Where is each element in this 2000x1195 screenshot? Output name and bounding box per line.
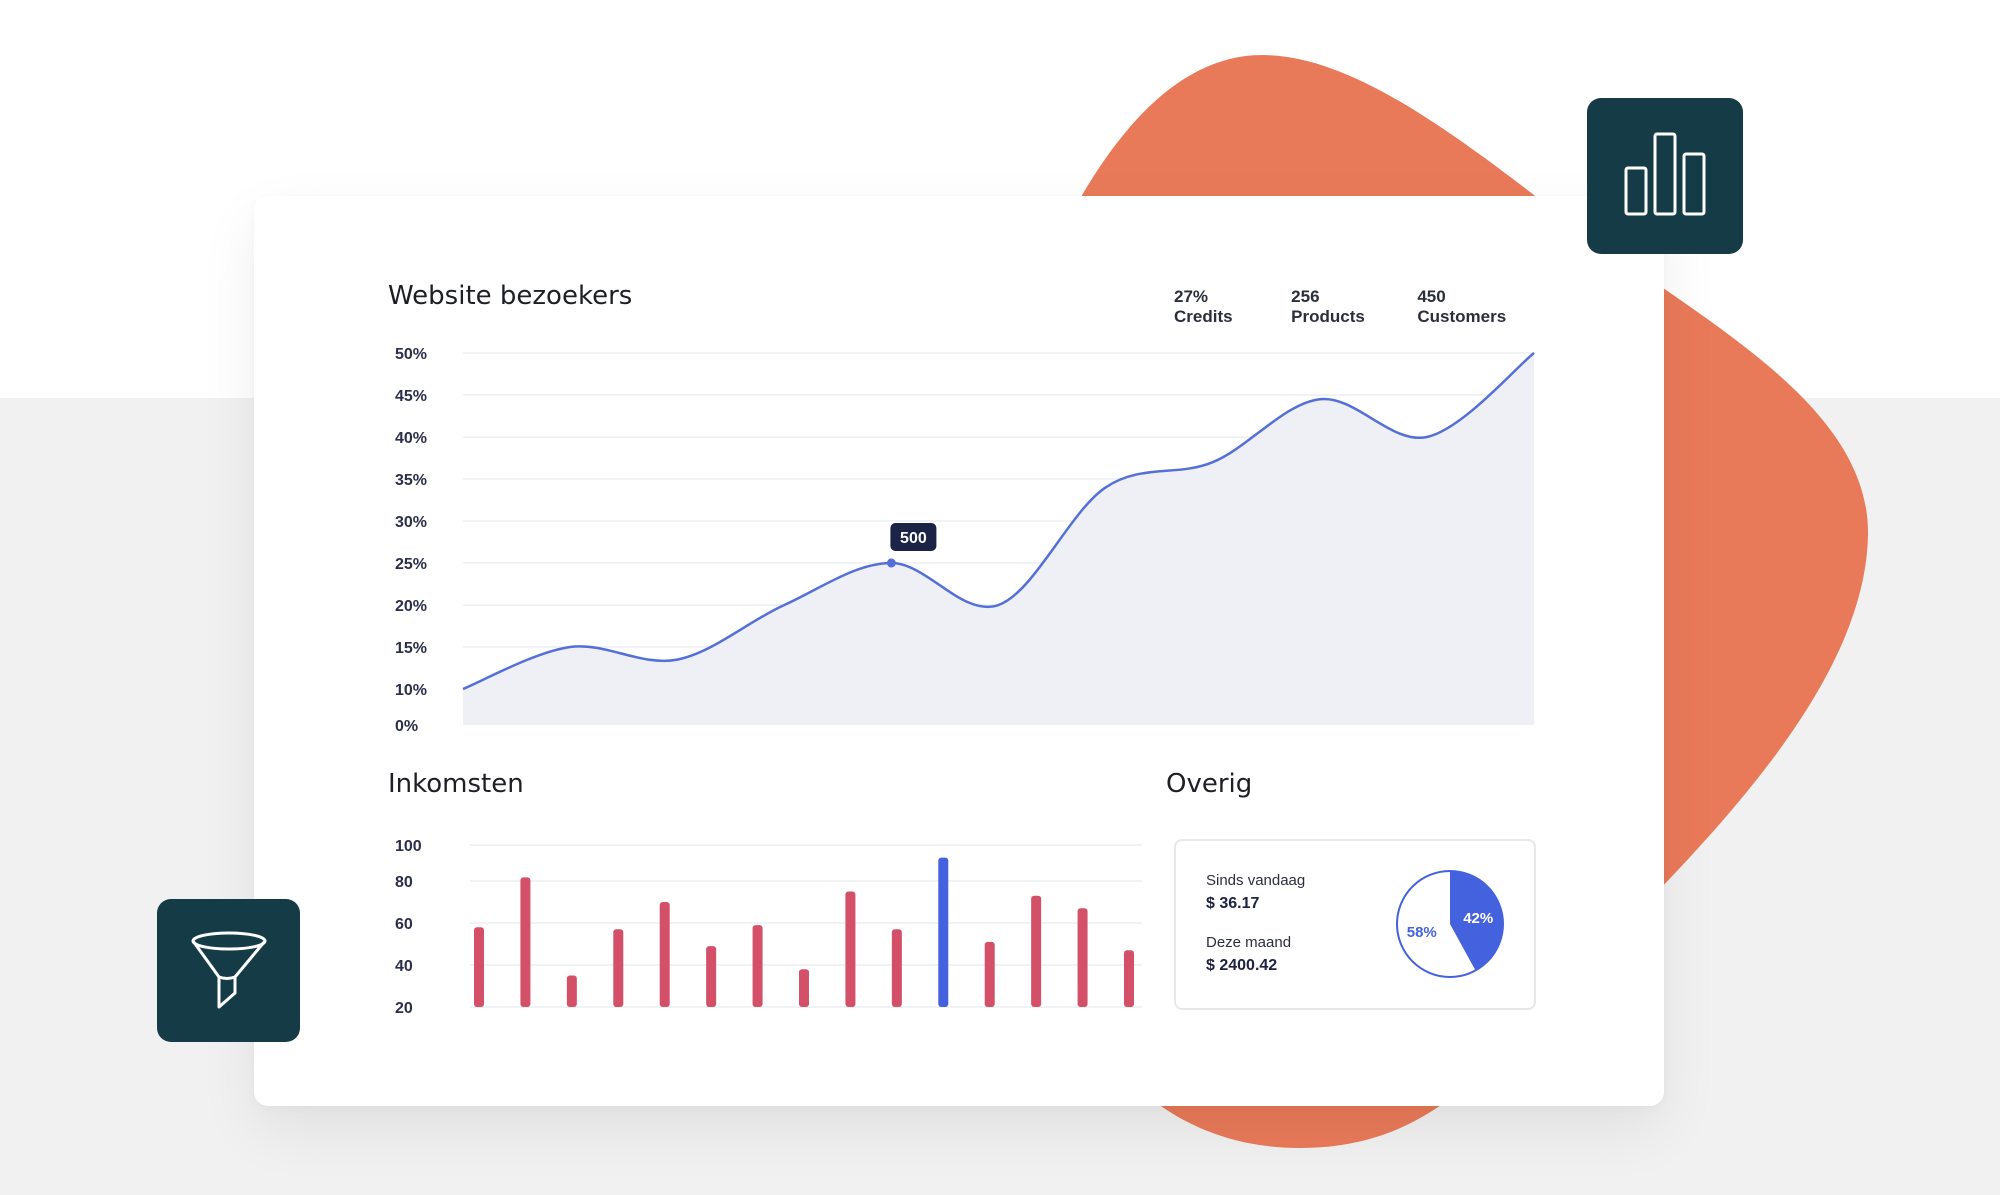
income-bar (706, 946, 717, 1007)
y-tick-label: 80 (395, 874, 413, 891)
y-tick-label: 40 (395, 958, 413, 975)
y-tick-label: 45% (395, 388, 427, 405)
y-tick-label: 20 (395, 1000, 413, 1017)
income-bar (520, 877, 531, 1007)
y-tick-label: 25% (395, 556, 427, 573)
pie-slice (1450, 871, 1503, 971)
this-month-value: $ 2400.42 (1206, 957, 1278, 974)
income-title: Inkomsten (388, 769, 524, 799)
y-tick-label: 40% (395, 430, 427, 447)
stats-row: 27% Credits 256 Products 450 Customers (1174, 287, 1534, 326)
overig-pie-chart: 42% 58% (1396, 870, 1504, 978)
other-title: Overig (1166, 769, 1253, 799)
y-tick-label: 100 (395, 838, 422, 855)
income-bar (891, 929, 902, 1007)
annotation-label: 500 (900, 530, 927, 547)
area-fill (463, 353, 1534, 725)
pie-slice-label: 58% (1407, 924, 1437, 941)
pie-slice-label: 42% (1463, 910, 1493, 927)
funnel-icon-button[interactable] (157, 899, 300, 1042)
y-tick-label: 50% (395, 346, 427, 363)
y-tick-label: 15% (395, 640, 427, 657)
income-bar (845, 891, 856, 1007)
this-month-label: Deze maand (1206, 934, 1292, 951)
income-bar (566, 975, 577, 1007)
income-bar (938, 857, 949, 1007)
y-tick-label: 0% (395, 718, 418, 735)
series-line (462, 352, 1535, 691)
bar-chart-icon (1624, 132, 1706, 216)
visitors-area-chart: 50% 45% 40% 35% 30% 25% 20% 15% 10% 0% 500 (395, 346, 1535, 735)
bar-chart-icon-button[interactable] (1587, 98, 1743, 254)
credits-stat: 27% Credits (1174, 287, 1233, 326)
income-bar (1031, 895, 1042, 1007)
y-tick-label: 10% (395, 682, 427, 699)
income-bar (1124, 950, 1134, 1007)
annotation-badge (890, 523, 937, 551)
income-bar (984, 941, 995, 1007)
income-bar-chart: 100 80 60 40 20 (395, 838, 1142, 1017)
income-bar (799, 969, 809, 1007)
income-bar (659, 902, 670, 1007)
website-visitors-title: Website bezoekers (388, 281, 633, 311)
income-bar (1077, 908, 1088, 1007)
income-bar (752, 925, 763, 1007)
y-tick-label: 20% (395, 598, 427, 615)
y-tick-label: 30% (395, 514, 427, 531)
since-today-label: Sinds vandaag (1206, 872, 1306, 889)
income-bar (613, 929, 624, 1007)
data-point (886, 558, 896, 568)
income-bar (474, 927, 484, 1007)
y-tick-label: 60 (395, 916, 413, 933)
since-today-value: $ 36.17 (1206, 895, 1260, 912)
products-stat: 256 Products (1291, 287, 1365, 326)
funnel-icon (191, 931, 266, 1008)
customers-stat: 450 Customers (1417, 287, 1507, 326)
y-tick-label: 35% (395, 472, 427, 489)
overig-summary-card: Sinds vandaag $ 36.17 Deze maand $ 2400.… (1174, 839, 1536, 1010)
